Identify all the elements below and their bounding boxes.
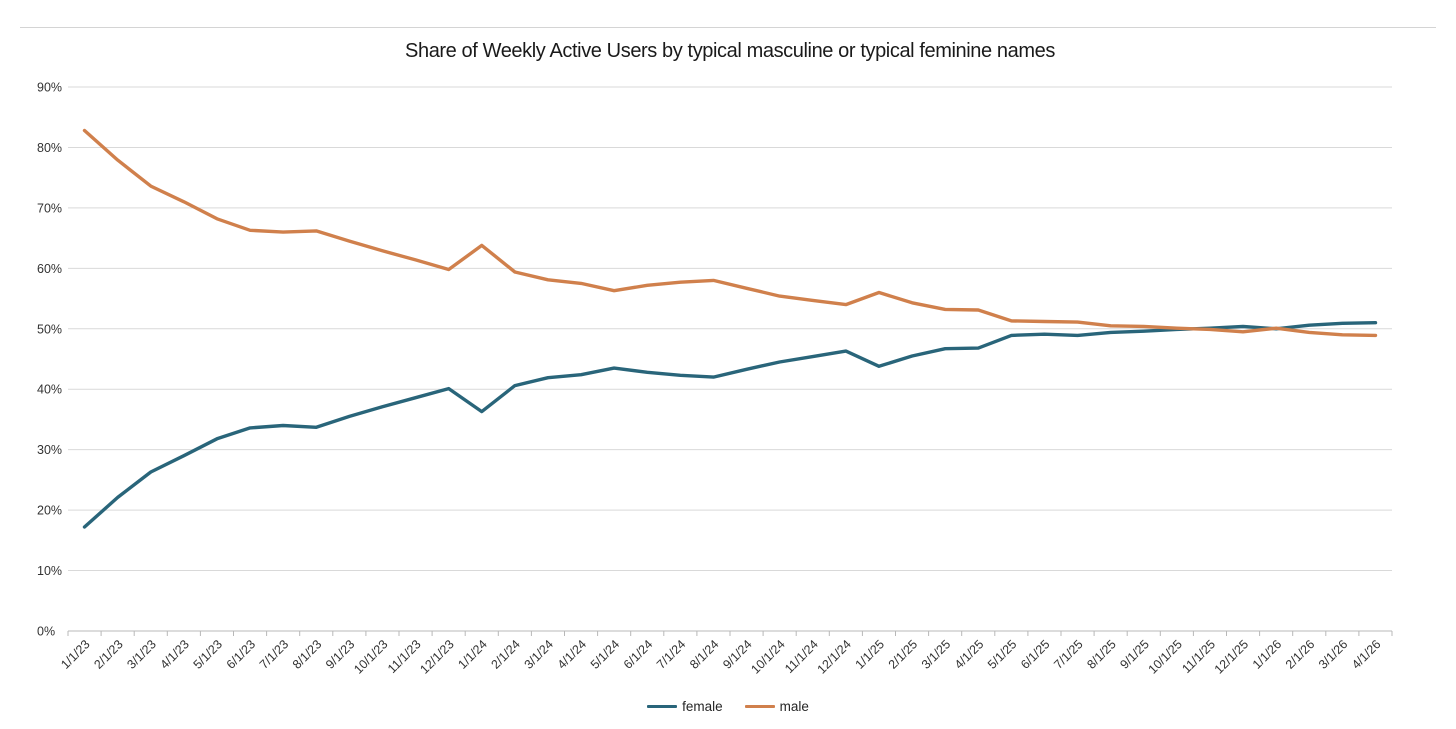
x-axis-labels: 1/1/232/1/233/1/234/1/235/1/236/1/237/1/… xyxy=(58,637,1383,676)
x-tick-label: 7/1/25 xyxy=(1051,637,1086,672)
x-tick-label: 1/1/26 xyxy=(1250,637,1285,672)
legend-label-female: female xyxy=(682,699,723,714)
x-tick-label: 2/1/25 xyxy=(886,637,921,672)
x-tick-label: 10/1/23 xyxy=(351,637,390,676)
x-tick-label: 6/1/25 xyxy=(1018,637,1053,672)
y-tick-label: 20% xyxy=(37,504,62,518)
female-line xyxy=(82,321,1378,529)
x-tick-label: 3/1/25 xyxy=(919,637,954,672)
x-tick-label: 12/1/23 xyxy=(417,637,456,676)
x-tick-label: 4/1/24 xyxy=(555,637,590,672)
x-tick-label: 2/1/23 xyxy=(91,637,126,672)
x-tick-label: 12/1/24 xyxy=(815,637,854,676)
y-axis-labels: 0% 10% 20% 30% 40% 50% 60% 70% 80% 90% xyxy=(37,81,62,639)
top-divider xyxy=(20,27,1436,28)
y-tick-label: 60% xyxy=(37,262,62,276)
legend-item-female: female xyxy=(647,699,723,714)
male-line-swatch xyxy=(744,705,775,708)
x-tick-label: 5/1/25 xyxy=(985,637,1020,672)
y-tick-label: 80% xyxy=(37,141,62,155)
x-tick-label: 10/1/24 xyxy=(748,637,787,676)
x-tick-label: 11/1/23 xyxy=(385,637,424,676)
x-tick-label: 6/1/24 xyxy=(621,637,656,672)
chart-title: Share of Weekly Active Users by typical … xyxy=(405,40,1055,62)
x-tick-label: 5/1/24 xyxy=(588,637,623,672)
x-tick-label: 2/1/24 xyxy=(488,637,523,672)
x-tick-label: 11/1/25 xyxy=(1179,637,1218,676)
x-tick-label: 7/1/24 xyxy=(654,637,689,672)
x-tick-label: 1/1/24 xyxy=(455,637,490,672)
y-tick-label: 90% xyxy=(37,81,62,95)
legend-item-male: male xyxy=(744,699,809,714)
x-tick-label: 3/1/24 xyxy=(522,637,557,672)
x-tick-label: 1/1/25 xyxy=(853,637,888,672)
y-tick-label: 0% xyxy=(37,625,55,639)
x-tick-label: 7/1/23 xyxy=(257,637,292,672)
y-tick-label: 40% xyxy=(37,383,62,397)
female-line-swatch xyxy=(647,705,678,708)
x-tick-label: 4/1/26 xyxy=(1349,637,1384,672)
x-tick-label: 11/1/24 xyxy=(782,637,821,676)
y-tick-label: 50% xyxy=(37,322,62,336)
x-tick-label: 8/1/23 xyxy=(290,637,325,672)
x-tick-label: 8/1/24 xyxy=(687,637,722,672)
y-tick-label: 70% xyxy=(37,201,62,215)
x-tick-label: 10/1/25 xyxy=(1146,637,1185,676)
x-tick-label: 3/1/23 xyxy=(124,637,159,672)
male-line xyxy=(82,128,1378,338)
legend: female male xyxy=(0,699,1456,714)
x-tick-label: 4/1/25 xyxy=(952,637,987,672)
x-tick-label: 2/1/26 xyxy=(1283,637,1318,672)
x-tick-label: 5/1/23 xyxy=(191,637,226,672)
x-tick-label: 12/1/25 xyxy=(1212,637,1251,676)
legend-label-male: male xyxy=(779,699,809,714)
x-tick-label: 3/1/26 xyxy=(1316,637,1351,672)
x-tick-label: 1/1/23 xyxy=(58,637,93,672)
x-tick-label: 6/1/23 xyxy=(224,637,259,672)
x-axis-ticks xyxy=(67,631,1393,636)
y-tick-label: 10% xyxy=(37,564,62,578)
x-tick-label: 8/1/25 xyxy=(1084,637,1119,672)
y-gridlines xyxy=(68,86,1392,632)
y-tick-label: 30% xyxy=(37,443,62,457)
x-tick-label: 4/1/23 xyxy=(157,637,192,672)
